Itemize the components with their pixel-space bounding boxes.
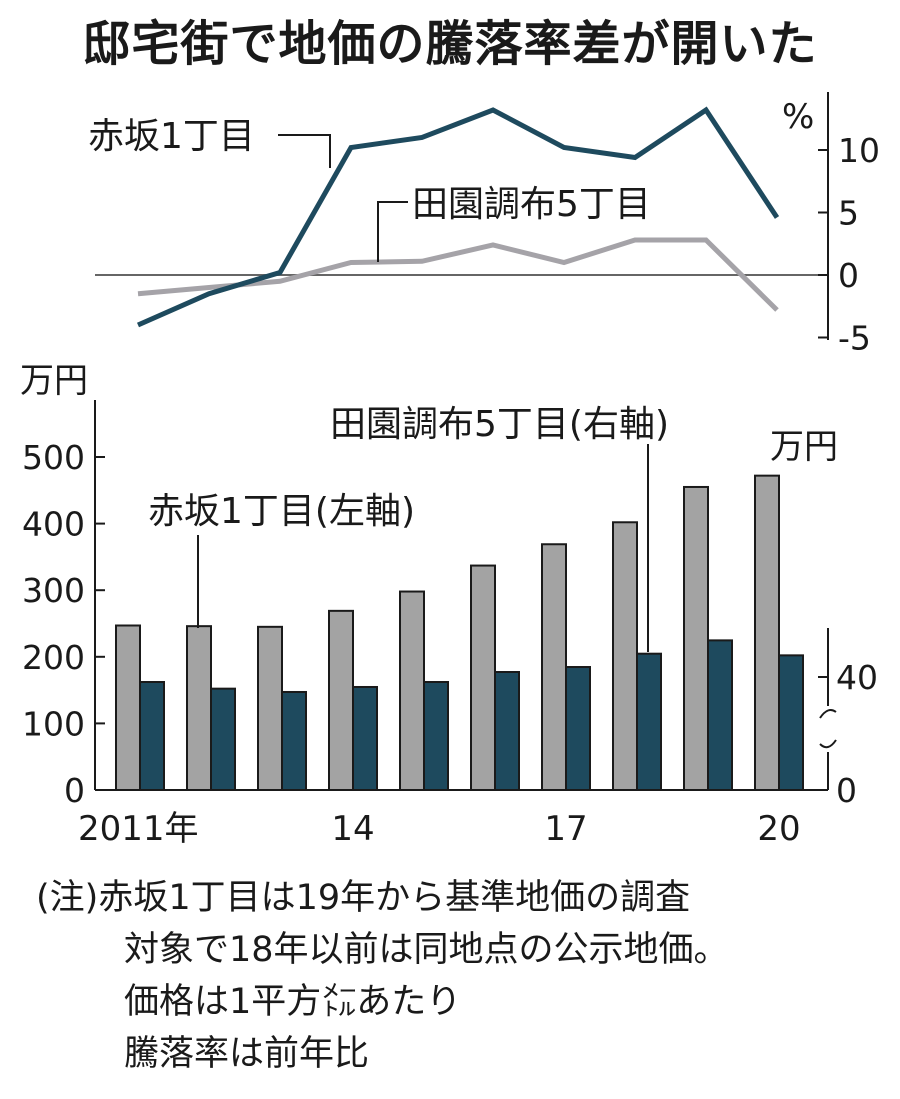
denenchofu-bar bbox=[139, 680, 165, 791]
bar-left-tick-label: 0 bbox=[64, 771, 85, 810]
right-axis-break-lower bbox=[819, 739, 837, 749]
bar-chart-right-axis bbox=[819, 628, 837, 790]
denenchofu-bar bbox=[352, 685, 378, 791]
denenchofu-bar bbox=[565, 666, 591, 792]
bar-chart-x-ticks: 2011年 14 17 20 bbox=[78, 809, 801, 849]
line-chart-y-ticks: -5 0 5 10 bbox=[818, 131, 880, 358]
legend-denenchofu-bar-label: 田園調布5丁目(右軸) bbox=[330, 404, 669, 445]
akasaka-bar bbox=[612, 521, 638, 791]
akasaka-bar bbox=[115, 624, 141, 791]
bar-chart-right-ticks: 0 40 bbox=[818, 658, 878, 810]
line-chart-unit-label: % bbox=[782, 97, 814, 137]
bar-x-tick-label: 2011年 bbox=[78, 809, 199, 849]
right-axis-break-upper bbox=[819, 709, 837, 719]
bar-right-tick-label: 0 bbox=[836, 771, 857, 810]
legend-akasaka-line-label: 赤坂1丁目 bbox=[88, 116, 255, 157]
bar-left-tick-label: 500 bbox=[22, 438, 85, 477]
akasaka-bar bbox=[257, 625, 283, 792]
chart-title: 邸宅街で地価の騰落率差が開いた bbox=[82, 16, 818, 72]
akasaka-bar bbox=[399, 590, 425, 791]
denenchofu-bar bbox=[210, 687, 236, 792]
akasaka-bar bbox=[470, 564, 496, 791]
leader-denenchofu-line bbox=[377, 201, 408, 262]
akasaka-bar bbox=[754, 474, 780, 791]
footnote-line-4: 騰落率は前年比 bbox=[124, 1034, 370, 1074]
bar-left-tick-label: 300 bbox=[22, 571, 85, 610]
akasaka-bar bbox=[186, 625, 212, 791]
line-y-tick-label: 0 bbox=[838, 256, 859, 295]
denenchofu-bar bbox=[423, 680, 449, 791]
bar-chart-right-unit: 万円 bbox=[770, 427, 838, 467]
line-y-tick-label: 5 bbox=[838, 194, 859, 233]
bar-left-tick-label: 200 bbox=[22, 638, 85, 677]
bar-chart: 万円 万円 0 100 200 300 400 500 0 40 2011年 14 17 20 赤… bbox=[20, 361, 878, 849]
akasaka-bar bbox=[541, 543, 567, 791]
bar-x-tick-label: 17 bbox=[544, 809, 587, 849]
line-y-tick-label: 10 bbox=[838, 131, 880, 170]
bar-chart-series bbox=[115, 474, 804, 792]
footnote-line-3: 価格は1平方㍍あたり bbox=[124, 982, 462, 1022]
bar-x-tick-label: 14 bbox=[331, 809, 374, 849]
denenchofu-bar bbox=[636, 652, 662, 791]
denenchofu-bar bbox=[281, 690, 307, 791]
footnote-prefix: (注) bbox=[36, 878, 99, 918]
footnote: (注)赤坂1丁目は19年から基準地価の調査 対象で18年以前は同地点の公示地価。… bbox=[36, 872, 729, 1080]
akasaka-bar bbox=[328, 609, 354, 792]
denenchofu-bar bbox=[778, 654, 804, 791]
akasaka-bar bbox=[683, 485, 709, 791]
denenchofu-bar bbox=[494, 671, 520, 792]
bar-chart-left-unit: 万円 bbox=[20, 361, 88, 401]
footnote-line-1: (注)赤坂1丁目は19年から基準地価の調査 bbox=[36, 872, 729, 924]
legend-denenchofu-line-label: 田園調布5丁目 bbox=[412, 184, 651, 225]
bar-left-tick-label: 400 bbox=[22, 505, 85, 544]
bar-x-tick-label: 20 bbox=[757, 809, 800, 849]
legend-akasaka-bar-label: 赤坂1丁目(左軸) bbox=[148, 491, 415, 532]
line-chart-leaders bbox=[278, 134, 408, 262]
footnote-text-1: 赤坂1丁目は19年から基準地価の調査 bbox=[98, 878, 691, 918]
bar-chart-leaders bbox=[197, 444, 649, 652]
line-y-tick-label: -5 bbox=[838, 319, 871, 358]
line-chart: -5 0 5 10 % 赤坂1丁目 田園調布5丁目 bbox=[88, 92, 880, 358]
leader-akasaka-line bbox=[278, 134, 331, 168]
bar-left-tick-label: 100 bbox=[22, 704, 85, 743]
bar-right-tick-label: 40 bbox=[836, 658, 878, 697]
line-chart-series bbox=[136, 106, 780, 328]
denenchofu-bar bbox=[707, 639, 733, 791]
footnote-line-2: 対象で18年以前は同地点の公示地価。 bbox=[124, 930, 729, 970]
bar-chart-left-ticks: 0 100 200 300 400 500 bbox=[22, 438, 105, 810]
akasaka-line-series bbox=[136, 106, 780, 328]
